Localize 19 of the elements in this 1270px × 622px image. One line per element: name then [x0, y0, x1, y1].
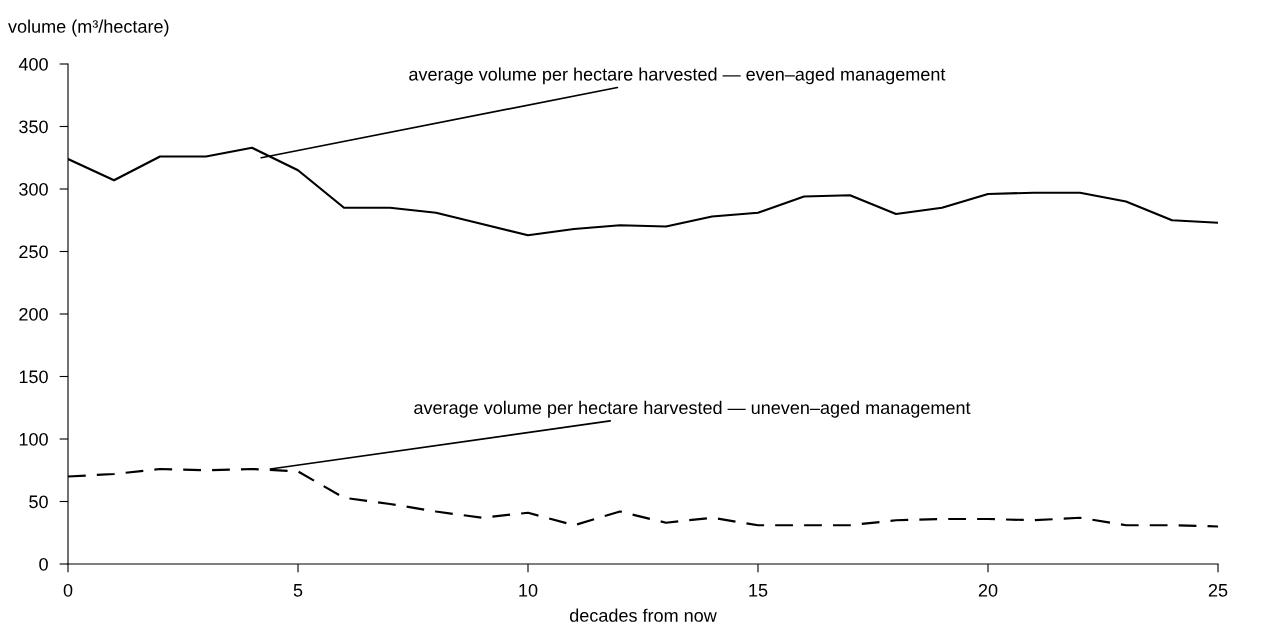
annotation: average volume per hectare harvested — even–aged management [409, 67, 946, 85]
x-tick-label: 10 [519, 583, 538, 597]
x-tick-label: 5 [293, 584, 303, 597]
y-tick-label: 50 [29, 495, 48, 509]
annotation: average volume per hectare harvested — uneven–aged management [414, 400, 971, 418]
y-tick-label: 300 [19, 182, 48, 196]
y-tick-label: 350 [19, 120, 48, 134]
x-tick-label: 25 [1208, 583, 1228, 597]
x-tick-label: 20 [978, 583, 998, 597]
y-tick-label: 150 [19, 370, 48, 384]
y-tick-label: 100 [19, 432, 48, 446]
x-tick-label: 15 [749, 584, 768, 597]
y-tick-label: 0 [39, 557, 48, 571]
y-axis-title: volume (m³/hectare) [8, 19, 169, 37]
y-tick-label: 200 [19, 307, 48, 321]
y-tick-label: 400 [18, 57, 48, 71]
x-tick-label: 0 [63, 583, 73, 597]
y-tick-label: 250 [19, 245, 48, 259]
x-axis-title: decades from now [570, 608, 717, 622]
